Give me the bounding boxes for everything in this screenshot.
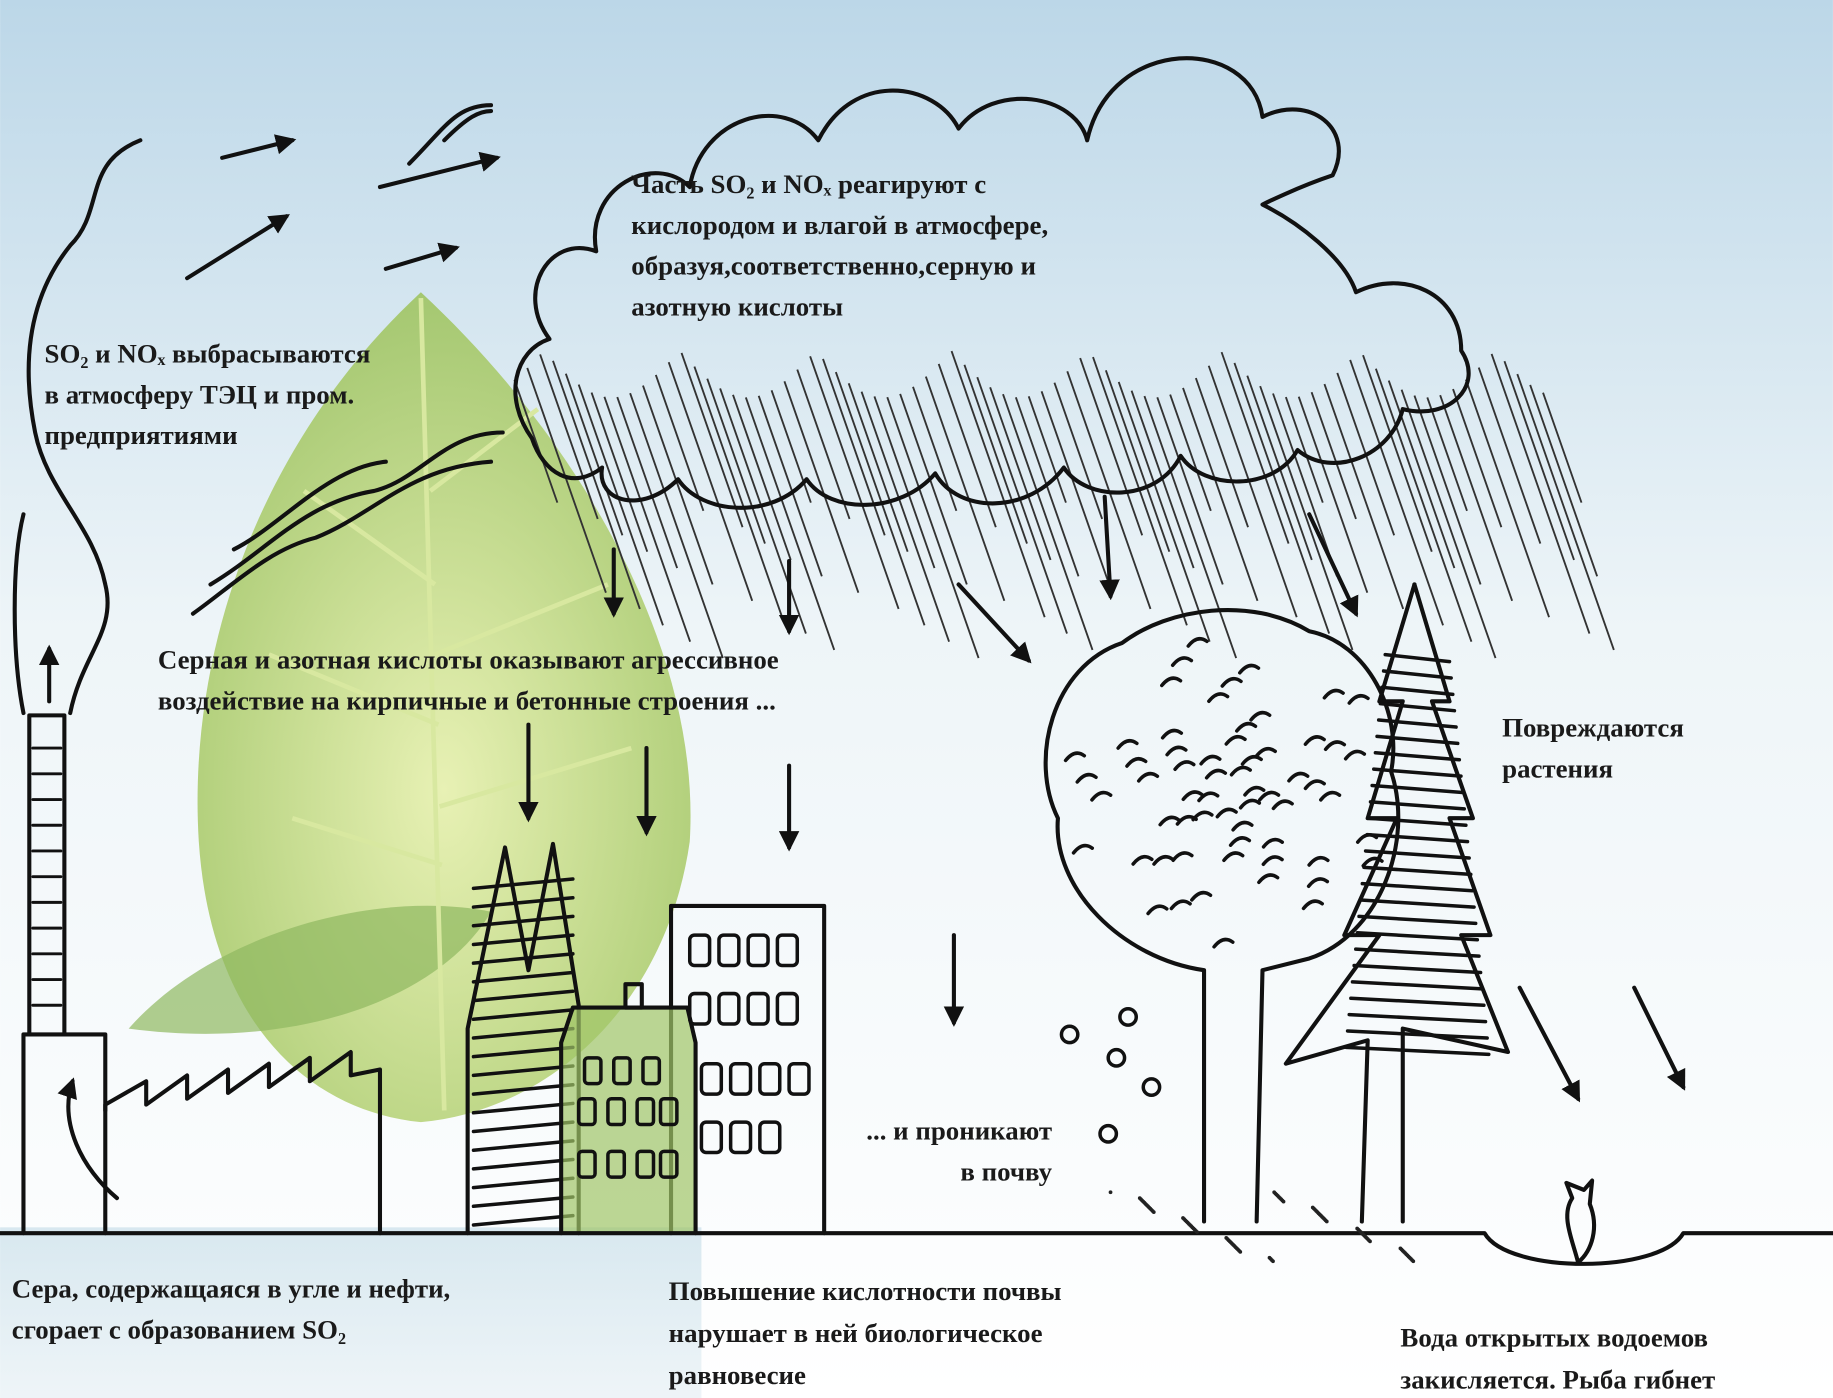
label-line: закисляется. Рыба гибнет xyxy=(1400,1365,1715,1395)
soil-dot xyxy=(1399,1247,1403,1251)
label-line: в почву xyxy=(960,1157,1052,1187)
label-line: растения xyxy=(1502,753,1613,783)
acid-rain-diagram: Часть SO₂ и NOₓ реагируют с кислородом и … xyxy=(0,0,1833,1398)
label-line: нарушает в ней биологическое xyxy=(669,1318,1043,1348)
label-line: равновесие xyxy=(669,1360,806,1390)
label-line: предприятиями xyxy=(45,420,238,450)
label-line: SO₂ и NOₓ выбрасываются xyxy=(45,338,371,368)
soil-dot xyxy=(1224,1236,1228,1240)
soil-dot xyxy=(1268,1256,1272,1260)
label-line: азотную кислоты xyxy=(631,292,843,322)
soil-dot xyxy=(1109,1190,1113,1194)
soil-dot xyxy=(1138,1196,1142,1200)
label-line: воздействие на кирпичные и бетонные стро… xyxy=(158,686,776,716)
label-line: образуя,соответственно,серную и xyxy=(631,251,1036,281)
label-line: Повреждаются xyxy=(1502,712,1684,742)
label-line: Вода открытых водоемов xyxy=(1400,1323,1708,1353)
soil-dot xyxy=(1272,1190,1276,1194)
soil-dot xyxy=(1181,1216,1185,1220)
label-line: Часть SO₂ и NOₓ реагируют с xyxy=(631,169,986,199)
label-line: ... и проникают xyxy=(866,1116,1052,1146)
label-line: в атмосферу ТЭЦ и пром. xyxy=(45,379,355,409)
label-line: Серная и азотная кислоты оказывают агрес… xyxy=(158,645,779,675)
label-line: сгорает с образованием SO₂ xyxy=(12,1314,346,1344)
label-line: Сера, содержащаяся в угле и нефти, xyxy=(12,1273,451,1303)
label-line: Повышение кислотности почвы xyxy=(669,1276,1062,1306)
soil-dot xyxy=(1311,1206,1315,1210)
label-line: кислородом и влагой в атмосфере, xyxy=(631,210,1048,240)
soil-dot xyxy=(1355,1227,1359,1231)
water-reflection xyxy=(0,1227,701,1398)
